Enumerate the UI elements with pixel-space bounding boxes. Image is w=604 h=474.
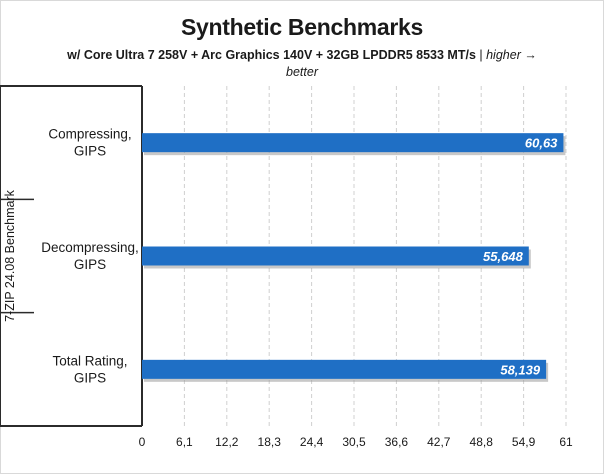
subtitle-specs: w/ Core Ultra 7 258V + Arc Graphics 140V… (67, 48, 476, 62)
x-tick-label: 42,7 (427, 435, 451, 449)
category-label: Total Rating, (52, 353, 127, 368)
bar (142, 133, 564, 153)
x-tick-label: 0 (139, 435, 146, 449)
category-label: Compressing, (48, 127, 131, 142)
bar-value-label: 60,63 (525, 136, 558, 151)
subtitle-separator: | (475, 48, 487, 62)
bar (142, 246, 529, 266)
x-tick-label: 6,1 (176, 435, 193, 449)
bar-value-label: 58,139 (500, 362, 541, 377)
category-label: GIPS (74, 370, 106, 385)
chart-title: Synthetic Benchmarks (181, 14, 423, 40)
x-tick-label: 36,6 (385, 435, 409, 449)
subtitle-higher: higher → (486, 48, 537, 62)
category-label: GIPS (74, 144, 106, 159)
subtitle-better: better (286, 65, 318, 79)
x-tick-label: 61 (559, 435, 573, 449)
x-tick-label: 24,4 (300, 435, 324, 449)
x-tick-label: 54,9 (512, 435, 536, 449)
x-tick-label: 48,8 (470, 435, 494, 449)
x-tick-label: 12,2 (215, 435, 239, 449)
x-tick-label: 18,3 (258, 435, 282, 449)
chart-subtitle: w/ Core Ultra 7 258V + Arc Graphics 140V… (0, 47, 604, 81)
group-label: 7-ZIP 24.08 Benchmark (3, 189, 17, 322)
category-label: GIPS (74, 257, 106, 272)
bar-value-label: 55,648 (483, 249, 524, 264)
bar (142, 359, 547, 379)
category-label: Decompressing, (41, 240, 139, 255)
x-tick-label: 30,5 (342, 435, 366, 449)
